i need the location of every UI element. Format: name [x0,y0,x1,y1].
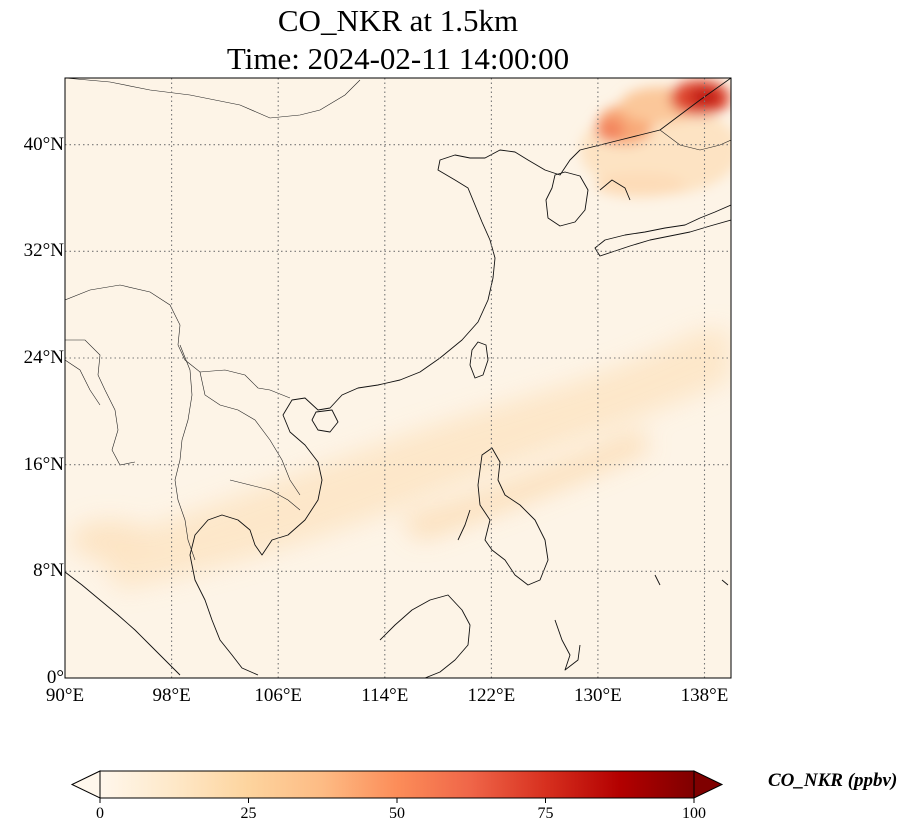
colorbar-tick-label: 50 [389,805,405,822]
x-tick-label: 90°E [45,685,85,706]
y-tick-label: 16°N [23,453,64,475]
y-tick-label: 32°N [23,240,64,262]
colorbar-tick-label: 25 [240,805,257,822]
coastlines [65,78,731,678]
x-tick-label: 114°E [361,685,409,706]
plot-title-line1: CO_NKR at 1.5km [277,3,519,38]
colorbar-extend-max [693,770,724,799]
colorbar-tick-label: 0 [96,805,104,822]
y-tick-label: 8°N [33,560,64,582]
y-tick-label: 0° [46,667,64,688]
x-tick-label: 122°E [467,685,516,706]
x-tick-label: 130°E [574,685,622,706]
country-borders [65,78,731,561]
colorbar [70,770,724,803]
x-tick-label: 98°E [152,685,191,706]
x-tick-label: 106°E [254,685,303,706]
colorbar-tick-label: 75 [537,805,554,822]
colorbar-label: CO_NKR (ppbv) [768,770,898,791]
colorbar-gradient [100,771,694,798]
y-tick-label: 40°N [23,133,64,155]
concentration-field [70,330,731,590]
y-tick-label: 24°N [23,347,64,368]
plot-title-line2: Time: 2024-02-11 14:00:00 [226,41,570,76]
colorbar-tick-label: 100 [682,805,706,822]
map-frame [64,77,732,679]
gridlines [65,78,731,678]
colorbar-extend-min [70,770,101,799]
x-tick-label: 138°E [680,685,729,706]
